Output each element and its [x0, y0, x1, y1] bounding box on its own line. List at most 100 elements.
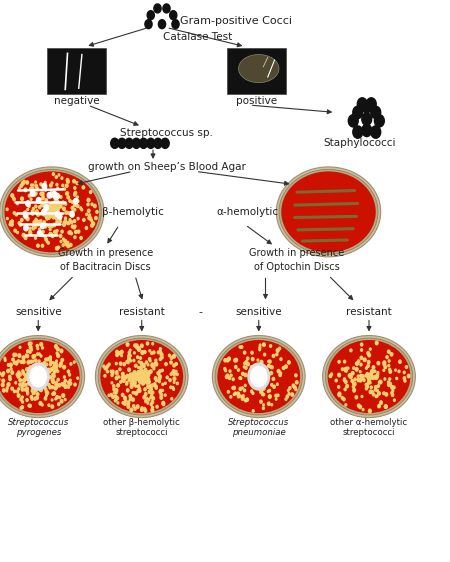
Circle shape — [35, 193, 36, 195]
Circle shape — [362, 113, 372, 125]
Circle shape — [126, 383, 128, 385]
Circle shape — [21, 388, 23, 391]
Circle shape — [246, 398, 248, 401]
Text: other β-hemolytic: other β-hemolytic — [104, 418, 180, 427]
Circle shape — [141, 373, 144, 377]
Circle shape — [32, 387, 35, 389]
Circle shape — [74, 191, 76, 194]
Circle shape — [23, 356, 25, 359]
Circle shape — [139, 389, 141, 392]
Ellipse shape — [0, 167, 104, 257]
Circle shape — [367, 364, 369, 368]
Circle shape — [41, 197, 44, 200]
Circle shape — [43, 362, 45, 365]
Circle shape — [29, 232, 32, 235]
Circle shape — [256, 375, 258, 377]
Circle shape — [41, 378, 43, 380]
Circle shape — [48, 206, 50, 209]
Circle shape — [124, 375, 127, 379]
Circle shape — [28, 194, 31, 197]
Circle shape — [126, 381, 128, 383]
Circle shape — [31, 398, 33, 400]
Circle shape — [17, 394, 20, 397]
Circle shape — [68, 212, 70, 214]
Circle shape — [54, 198, 56, 201]
Circle shape — [270, 345, 272, 347]
Circle shape — [30, 366, 32, 369]
Circle shape — [404, 379, 406, 382]
Circle shape — [348, 374, 351, 377]
Circle shape — [44, 377, 45, 378]
Circle shape — [378, 405, 380, 408]
Circle shape — [55, 209, 57, 211]
Circle shape — [44, 182, 46, 184]
Circle shape — [44, 383, 46, 386]
Circle shape — [56, 211, 58, 215]
Circle shape — [25, 354, 27, 356]
Circle shape — [50, 356, 51, 359]
Circle shape — [279, 374, 281, 377]
Circle shape — [170, 373, 172, 375]
Circle shape — [123, 402, 125, 404]
Circle shape — [65, 184, 68, 187]
Circle shape — [155, 359, 157, 361]
Circle shape — [241, 397, 244, 400]
Circle shape — [51, 209, 54, 211]
Circle shape — [158, 351, 159, 353]
Circle shape — [143, 364, 145, 366]
Circle shape — [25, 377, 27, 380]
Circle shape — [52, 202, 55, 205]
Circle shape — [50, 191, 53, 194]
Circle shape — [170, 356, 173, 359]
Circle shape — [23, 212, 25, 214]
Circle shape — [43, 369, 46, 373]
Circle shape — [151, 409, 154, 412]
Circle shape — [288, 361, 290, 364]
Circle shape — [6, 208, 8, 211]
Circle shape — [135, 365, 136, 367]
Circle shape — [112, 370, 114, 373]
Circle shape — [224, 368, 226, 370]
Circle shape — [54, 194, 58, 200]
Circle shape — [352, 386, 355, 388]
Circle shape — [392, 389, 394, 392]
Circle shape — [389, 370, 392, 373]
Circle shape — [104, 366, 107, 370]
Circle shape — [68, 221, 70, 225]
Circle shape — [58, 205, 61, 207]
Circle shape — [47, 216, 50, 219]
Circle shape — [27, 350, 29, 353]
Circle shape — [36, 374, 39, 378]
Circle shape — [114, 396, 116, 397]
Circle shape — [32, 226, 35, 230]
Circle shape — [134, 352, 135, 354]
Circle shape — [9, 378, 11, 380]
Circle shape — [144, 374, 145, 375]
Circle shape — [117, 402, 119, 404]
Circle shape — [37, 224, 39, 226]
Circle shape — [32, 360, 34, 362]
Circle shape — [348, 115, 358, 127]
Circle shape — [73, 361, 75, 363]
Circle shape — [277, 369, 280, 373]
Circle shape — [135, 378, 136, 380]
Circle shape — [74, 236, 76, 239]
Circle shape — [243, 366, 245, 368]
Circle shape — [141, 380, 143, 382]
Circle shape — [130, 360, 131, 362]
Circle shape — [112, 396, 114, 398]
Circle shape — [41, 404, 43, 406]
Circle shape — [53, 364, 56, 368]
Circle shape — [41, 192, 44, 196]
Circle shape — [56, 229, 58, 232]
Circle shape — [255, 370, 257, 372]
Circle shape — [173, 373, 176, 375]
Circle shape — [368, 353, 370, 357]
Circle shape — [165, 362, 167, 365]
Circle shape — [338, 373, 341, 377]
Circle shape — [137, 385, 140, 388]
Circle shape — [376, 375, 378, 378]
Circle shape — [45, 188, 46, 191]
Circle shape — [55, 176, 57, 179]
Circle shape — [122, 402, 124, 404]
